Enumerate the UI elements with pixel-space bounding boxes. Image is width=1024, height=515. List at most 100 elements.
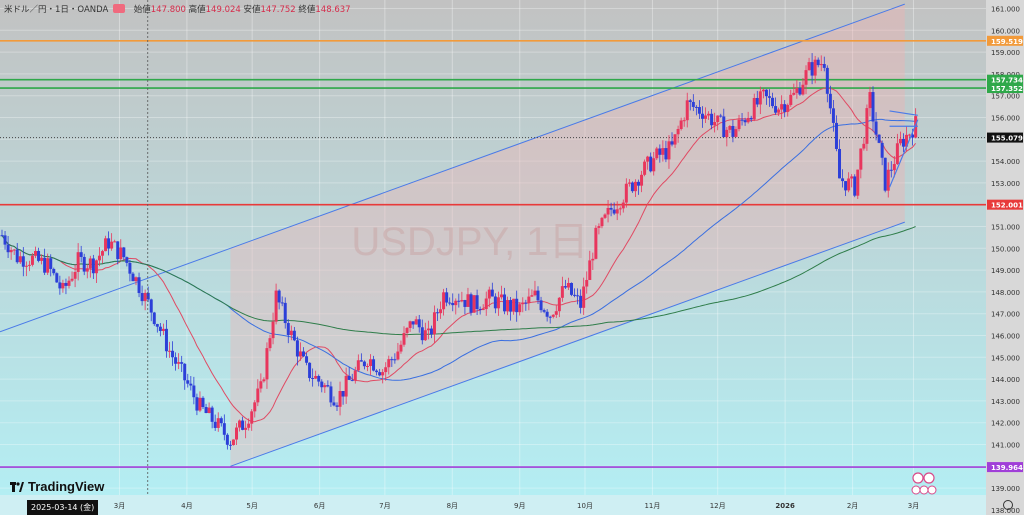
candle-body xyxy=(515,298,519,313)
candle-body xyxy=(350,379,354,381)
candle-body xyxy=(110,241,114,249)
candle-body xyxy=(43,257,47,273)
candle-body xyxy=(338,391,342,407)
price-axis: 161.000160.000159.000158.000157.000156.0… xyxy=(987,6,1023,515)
candle-body xyxy=(694,106,698,108)
candle-body xyxy=(353,370,357,381)
candle-body xyxy=(365,365,369,367)
candle-body xyxy=(691,101,695,107)
symbol-watermark: USDJPY, 1日 xyxy=(351,220,588,264)
time-axis: 3月 4月 5月 6月 7月 8月 9月 10月 11月 12月 2026 2月 3月 xyxy=(114,502,919,510)
candle-body xyxy=(292,330,296,341)
candle-body xyxy=(591,258,595,261)
candle-body xyxy=(597,226,601,228)
candle-body xyxy=(131,273,135,282)
price-tick-label: 161.000 xyxy=(991,6,1020,14)
candle-body xyxy=(58,282,62,289)
candle-body xyxy=(332,402,336,406)
candle-body xyxy=(746,117,750,123)
candle-body xyxy=(865,108,869,144)
candle-body xyxy=(216,418,220,428)
logo-text: TradingView xyxy=(28,479,105,494)
candle-body xyxy=(436,312,440,314)
candle-body xyxy=(600,217,604,227)
candle-body xyxy=(94,260,98,274)
candle-body xyxy=(889,169,893,171)
candle-body xyxy=(789,94,793,105)
candle-body xyxy=(420,327,424,341)
candle-body xyxy=(210,407,214,422)
time-tick-label: 8月 xyxy=(447,502,458,510)
candle-body xyxy=(490,289,494,297)
candle-body xyxy=(222,423,226,435)
candle-body xyxy=(487,289,491,299)
alert-marker-icon xyxy=(919,485,929,495)
candle-body xyxy=(774,106,778,113)
candle-body xyxy=(97,255,101,261)
candle-body xyxy=(880,142,884,158)
candle-body xyxy=(560,286,564,298)
candle-body xyxy=(841,178,845,182)
candle-body xyxy=(871,92,875,122)
candle-body xyxy=(329,386,333,403)
candle-body xyxy=(247,423,251,428)
candle-body xyxy=(640,174,644,186)
candle-body xyxy=(807,62,811,71)
candle-body xyxy=(439,309,443,314)
candle-body xyxy=(804,70,808,85)
candle-body xyxy=(777,109,781,113)
candle-body xyxy=(192,385,196,398)
price-label-badge xyxy=(987,74,1023,85)
candle-body xyxy=(0,235,4,237)
candle-body xyxy=(207,407,211,414)
candle-body xyxy=(725,129,729,138)
price-tick-label: 141.000 xyxy=(991,442,1020,450)
candle-body xyxy=(265,348,269,380)
chart-settings-icon[interactable] xyxy=(1003,500,1013,510)
candle-body xyxy=(551,314,555,317)
candle-body xyxy=(381,372,385,376)
candle-body xyxy=(82,256,86,272)
price-tick-label: 139.000 xyxy=(991,485,1020,493)
candle-body xyxy=(588,260,592,280)
candle-body xyxy=(524,302,528,304)
candle-body xyxy=(761,89,765,92)
candle-body xyxy=(682,120,686,122)
candle-body xyxy=(341,391,345,397)
open-label: 始値 xyxy=(133,5,151,15)
price-tick-label: 143.000 xyxy=(991,398,1020,406)
candle-body xyxy=(481,309,485,311)
candle-body xyxy=(411,321,415,325)
time-axis-panel[interactable] xyxy=(0,495,986,515)
price-label-text: 159.519 xyxy=(991,38,1023,46)
candle-body xyxy=(704,115,708,119)
time-tick-label: 2月 xyxy=(847,502,858,510)
candle-body xyxy=(661,148,665,155)
alert-markers[interactable] xyxy=(911,472,937,495)
alert-circle-icon xyxy=(912,472,924,484)
tradingview-logo[interactable]: TradingView xyxy=(10,479,104,494)
candle-body xyxy=(137,277,141,294)
ma-short-line xyxy=(1,87,916,423)
candle-body xyxy=(630,182,634,192)
candle-body xyxy=(496,297,500,309)
candle-body xyxy=(390,359,394,361)
candle-body xyxy=(122,247,126,258)
alert-bell-icon[interactable] xyxy=(113,4,126,13)
candle-body xyxy=(335,405,339,407)
price-tick-label: 148.000 xyxy=(991,289,1020,297)
candle-body xyxy=(34,250,38,256)
candle-body xyxy=(886,169,890,191)
candle-body xyxy=(612,209,616,214)
candle-body xyxy=(402,333,406,345)
time-tick-label: 2026 xyxy=(775,502,795,510)
candle-body xyxy=(822,64,826,68)
candle-body xyxy=(30,255,34,265)
candle-body xyxy=(503,294,507,312)
candle-body xyxy=(262,379,266,382)
price-tick-label: 157.000 xyxy=(991,93,1020,101)
candle-body xyxy=(816,59,820,66)
candle-body xyxy=(834,122,838,149)
candle-body xyxy=(64,282,68,286)
